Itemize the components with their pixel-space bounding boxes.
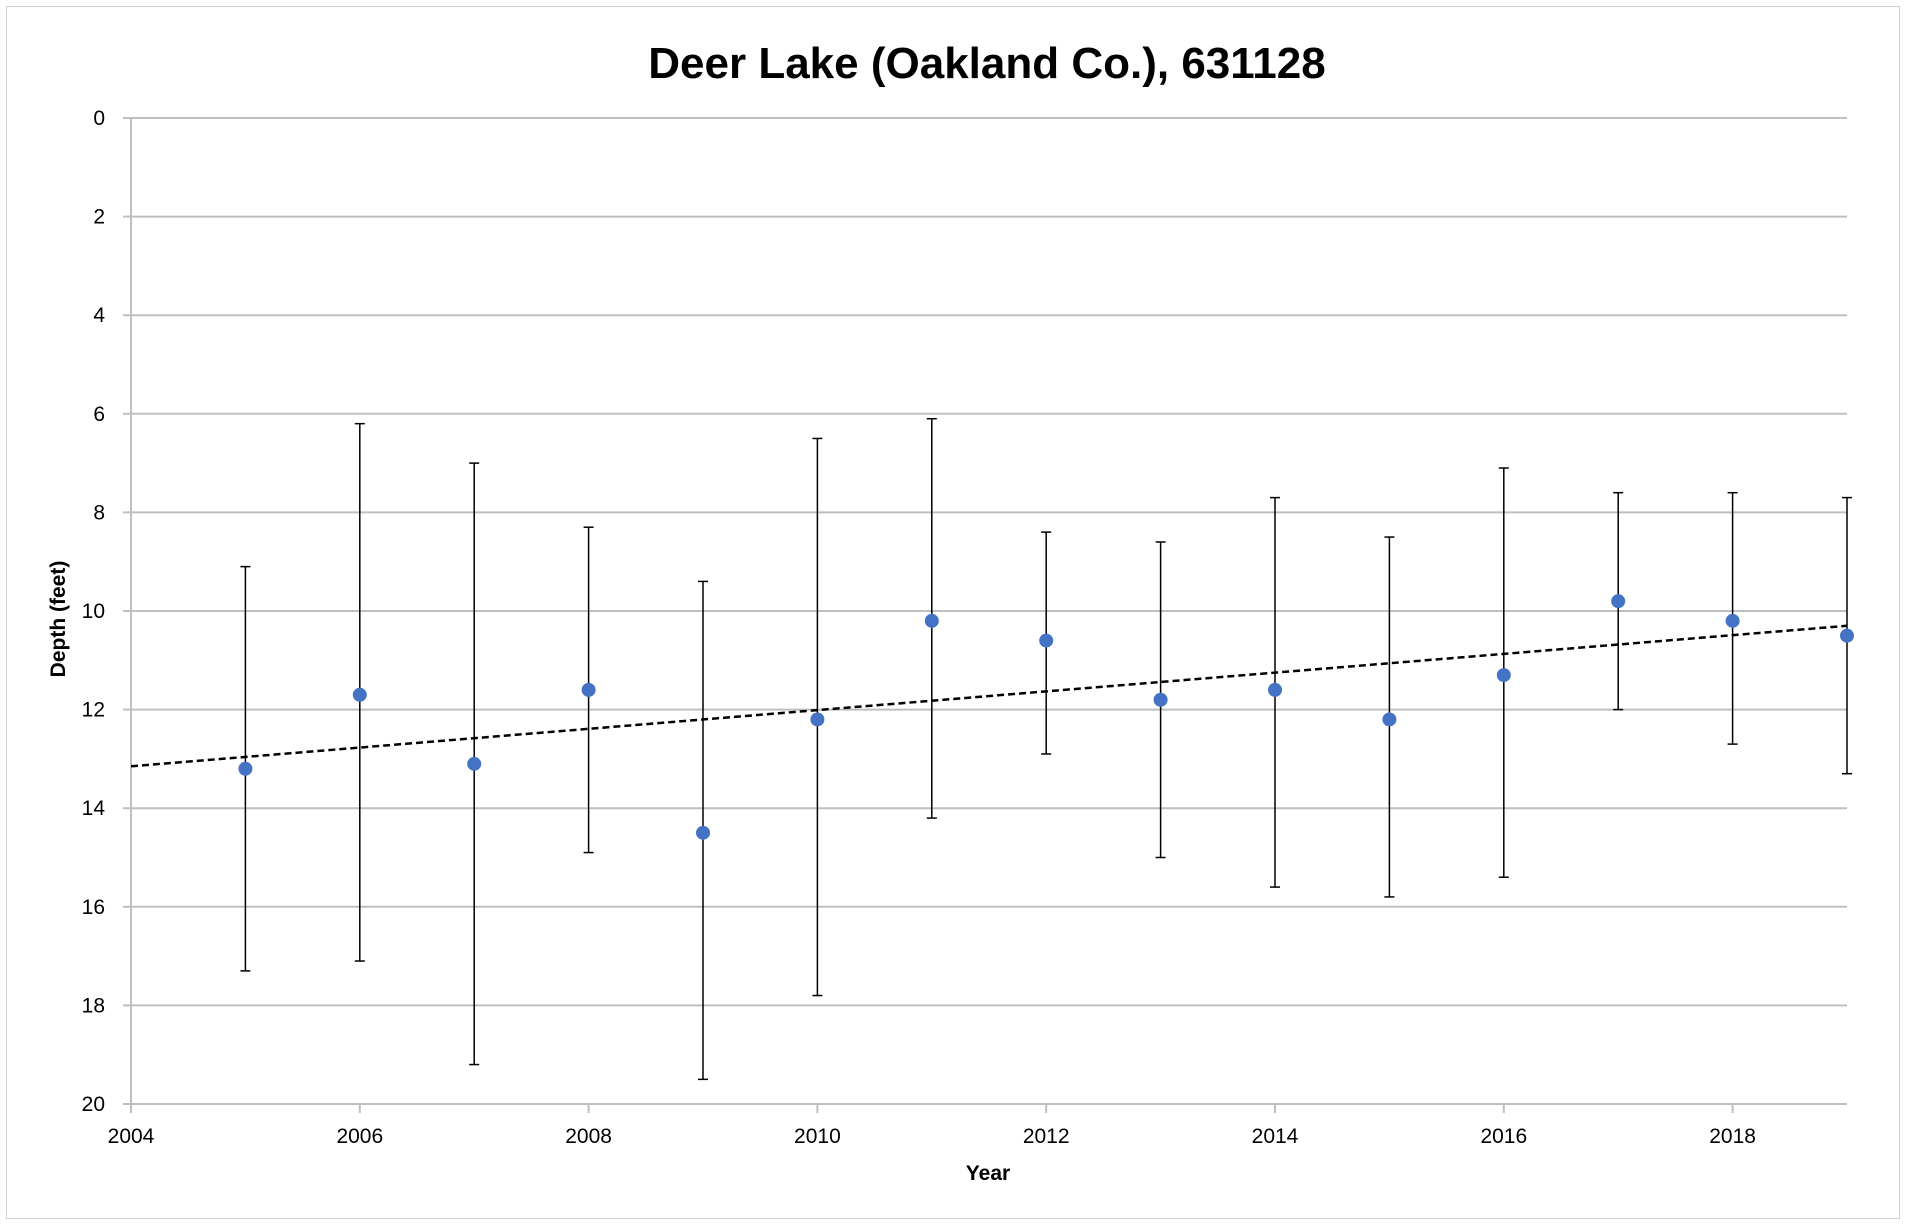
data-point-2012 [1039, 633, 1054, 648]
x-tick-label-2016: 2016 [1480, 1125, 1527, 1148]
y-axis-title: Depth (feet) [47, 561, 70, 678]
x-tick-label-2008: 2008 [565, 1125, 612, 1148]
x-tick-label-2018: 2018 [1709, 1125, 1756, 1148]
data-point-2010 [810, 712, 825, 727]
axes [123, 117, 1847, 1113]
y-tick-label-20: 20 [82, 1093, 105, 1116]
data-point-2008 [581, 682, 596, 697]
y-tick-label-0: 0 [93, 107, 105, 130]
data-point-2013 [1153, 692, 1168, 707]
data-point-2009 [696, 825, 710, 840]
x-tick-label-2006: 2006 [336, 1125, 383, 1148]
y-tick-label-14: 14 [82, 797, 106, 820]
data-point-2018 [1725, 613, 1740, 628]
x-tick-label-2010: 2010 [794, 1125, 841, 1148]
trendline-group [130, 624, 1848, 768]
y-tick-label-18: 18 [82, 994, 105, 1017]
chart-title: Deer Lake (Oakland Co.), 631128 [648, 39, 1325, 88]
data-point-2007 [467, 756, 482, 771]
y-tick-label-2: 2 [93, 206, 105, 229]
data-point-2016 [1496, 668, 1511, 683]
data-points [238, 594, 1854, 840]
x-tick-label-2014: 2014 [1252, 1125, 1299, 1148]
error-bars [240, 417, 1852, 1081]
data-point-2017 [1611, 594, 1626, 609]
data-point-2006 [352, 687, 367, 702]
y-tick-label-8: 8 [93, 501, 105, 524]
trendline [130, 624, 1848, 768]
y-tick-label-4: 4 [93, 304, 105, 327]
data-point-2011 [924, 613, 939, 628]
chart-frame: Deer Lake (Oakland Co.), 631128 0 2 4 6 8 10 1… [6, 6, 1900, 1219]
x-tick-label-2004: 2004 [108, 1125, 155, 1148]
data-point-2019 [1840, 628, 1854, 643]
data-point-2005 [238, 761, 253, 776]
y-tick-label-6: 6 [93, 403, 105, 426]
data-point-2015 [1382, 712, 1397, 727]
data-point-2014 [1268, 682, 1282, 697]
y-tick-label-12: 12 [82, 699, 105, 722]
x-axis-title: Year [966, 1162, 1010, 1185]
y-tick-label-10: 10 [82, 600, 105, 623]
scatter-chart: Deer Lake (Oakland Co.), 631128 0 2 4 6 8 10 1… [47, 39, 1854, 1185]
y-tick-label-16: 16 [82, 896, 105, 919]
x-tick-label-2012: 2012 [1023, 1125, 1070, 1148]
gridlines [131, 117, 1847, 1007]
